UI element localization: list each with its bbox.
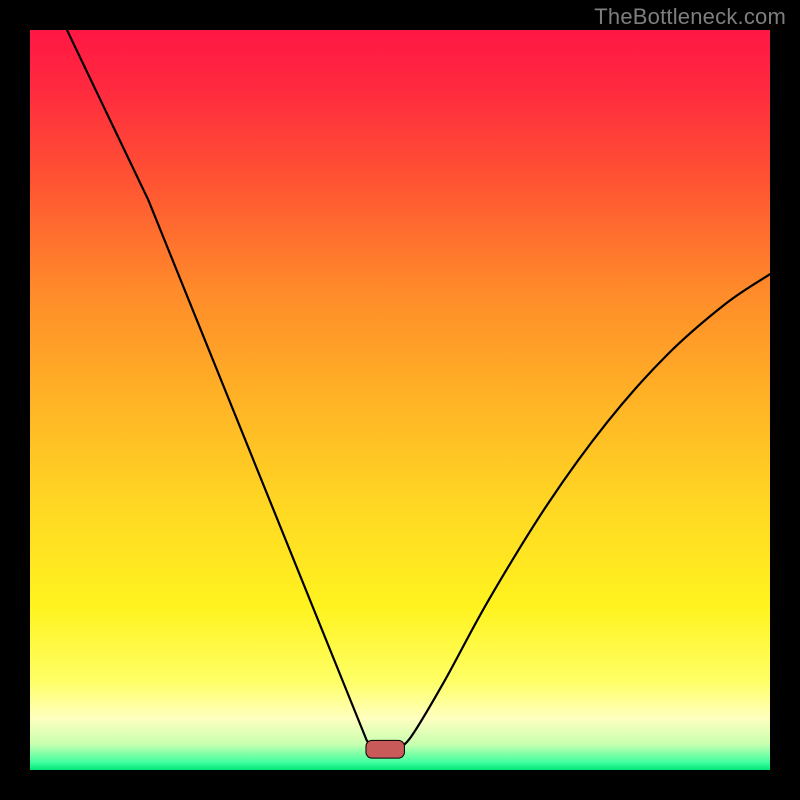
optimum-marker xyxy=(366,740,404,758)
gradient-background xyxy=(30,30,770,770)
chart-frame: TheBottleneck.com xyxy=(0,0,800,800)
watermark-text: TheBottleneck.com xyxy=(594,4,786,30)
plot-area xyxy=(30,30,770,770)
bottleneck-curve-chart xyxy=(30,30,770,770)
